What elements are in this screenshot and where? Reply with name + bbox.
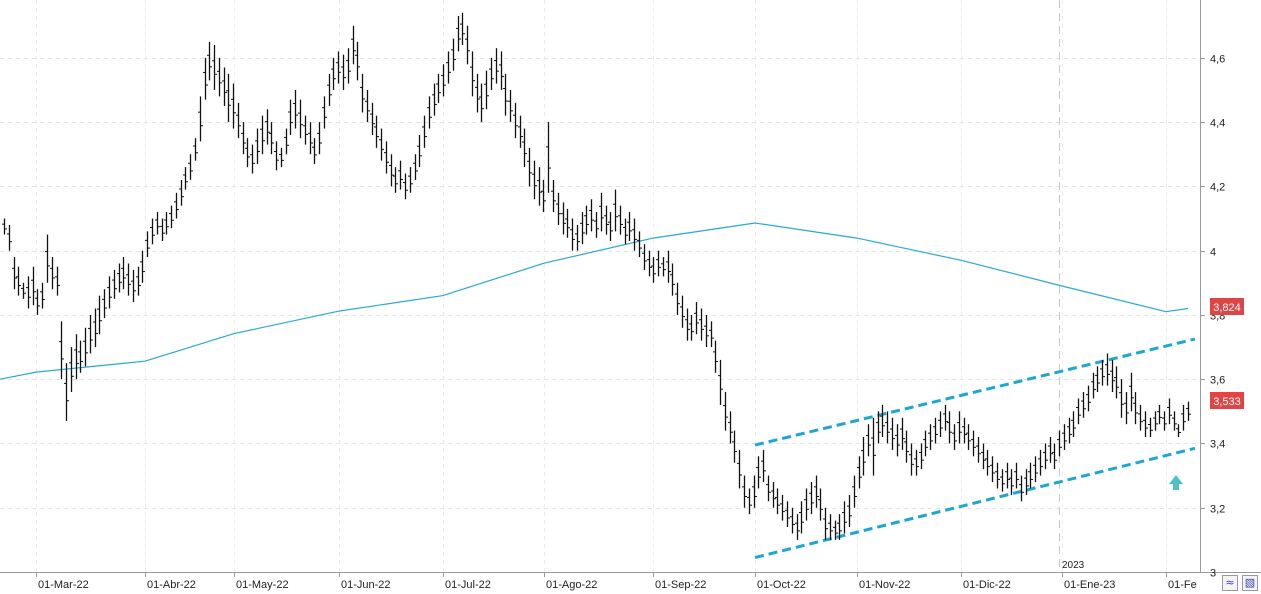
- x-tick-label: 01-Dic-22: [963, 579, 1011, 591]
- x-tick-label: 01-Ago-22: [546, 579, 597, 591]
- y-tick-label: 4,2: [1210, 182, 1225, 194]
- moving-average: [0, 222, 1189, 380]
- year-label: 2023: [1062, 560, 1085, 571]
- channel: [754, 337, 1196, 559]
- y-tick-label: 4: [1210, 247, 1216, 259]
- y-tick-label: 3,6: [1210, 375, 1225, 387]
- channel-lower-line: [754, 446, 1196, 559]
- up-arrow-icon: [1169, 475, 1183, 490]
- ohlc-bars: [2, 12, 1191, 540]
- y-axis: 33,23,43,63,844,24,44,6: [1200, 54, 1225, 580]
- grid: [0, 0, 1200, 573]
- last-price-label: 3,533: [1213, 396, 1241, 408]
- y-tick-label: 3: [1210, 568, 1216, 580]
- ma-value-label: 3,824: [1213, 302, 1241, 314]
- x-axis: 01-Mar-22 01-Abr-22 01-May-22 01-Jun-22 01-J…: [36, 572, 1197, 591]
- y-tick-label: 4,6: [1210, 54, 1225, 66]
- x-tick-label: 01-Ene-23: [1064, 579, 1115, 591]
- last-price-badge: 3,533: [1210, 392, 1244, 409]
- x-tick-label: 01-May-22: [236, 579, 289, 591]
- save-icon[interactable]: ▧: [1242, 575, 1258, 591]
- x-axis-band: [0, 572, 1261, 594]
- y-tick-label: 3,2: [1210, 504, 1225, 516]
- x-tick-label: 01-Fe: [1168, 579, 1197, 591]
- x-tick-label: 01-Sep-22: [655, 579, 706, 591]
- x-tick-label: 01-Nov-22: [859, 579, 910, 591]
- channel-upper-line: [754, 337, 1196, 447]
- y-tick-label: 4,4: [1210, 118, 1225, 130]
- x-tick-label: 01-Oct-22: [757, 579, 806, 591]
- moving-average-line: [0, 222, 1189, 380]
- ma-value-badge: 3,824: [1210, 298, 1244, 315]
- y-tick-label: 3,4: [1210, 439, 1225, 451]
- x-tick-label: 01-Jun-22: [341, 579, 391, 591]
- x-tick-label: 01-Mar-22: [38, 579, 89, 591]
- chart-settings-icon[interactable]: ≈: [1222, 575, 1238, 591]
- x-tick-label: 01-Abr-22: [147, 579, 196, 591]
- x-tick-label: 01-Jul-22: [445, 579, 491, 591]
